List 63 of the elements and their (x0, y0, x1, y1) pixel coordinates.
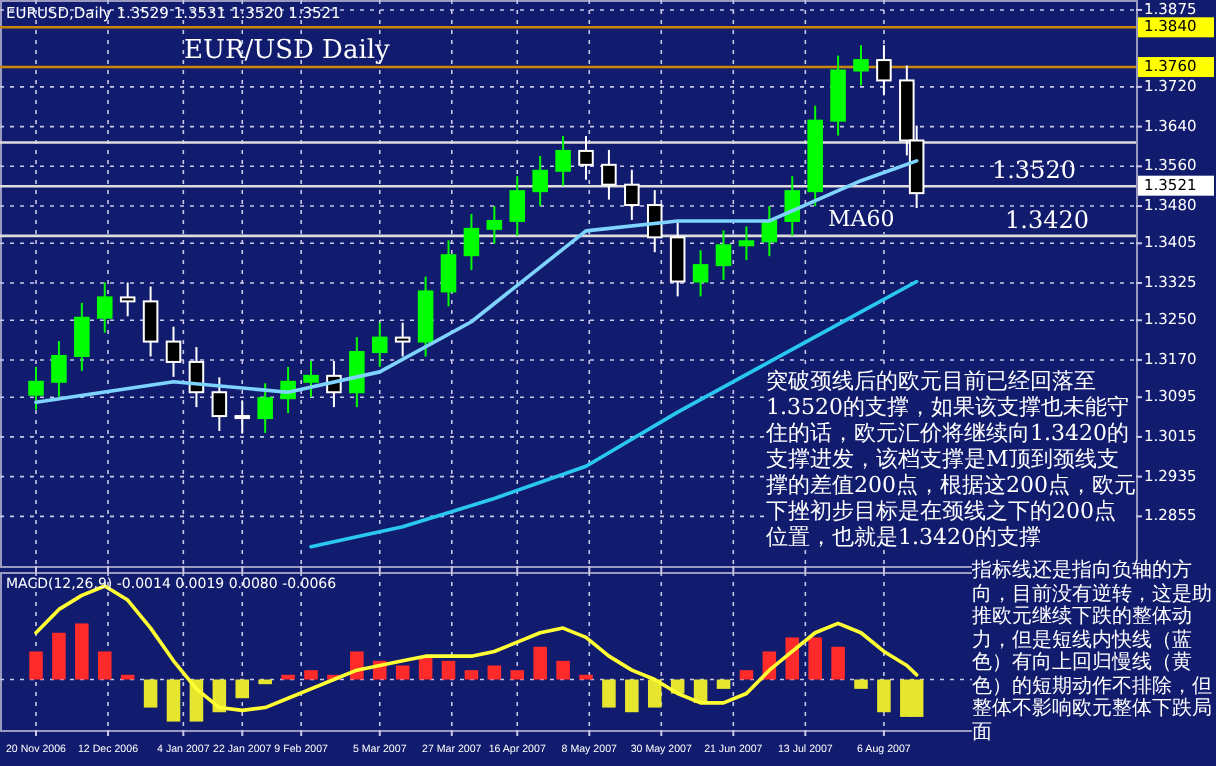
bar (647, 679, 662, 708)
candlestick (257, 382, 273, 434)
candlestick (738, 225, 755, 262)
bar (235, 679, 250, 699)
bar (120, 674, 135, 680)
candlestick (601, 148, 617, 201)
bar (625, 679, 639, 713)
candlestick (119, 281, 136, 318)
candlestick (28, 365, 44, 411)
candlestick (692, 249, 709, 298)
bar (716, 679, 731, 689)
candlestick (532, 154, 548, 208)
candlestick (142, 285, 159, 358)
candlestick (371, 321, 388, 368)
bar (602, 679, 616, 708)
bar (97, 651, 112, 680)
candlestick (463, 212, 480, 272)
bar (304, 670, 318, 680)
bar (579, 674, 593, 680)
bar (831, 646, 845, 680)
bar (739, 670, 754, 680)
annotation: 1.3520 (991, 156, 1076, 185)
candlestick (509, 175, 526, 237)
bar (464, 670, 479, 680)
bar (281, 674, 295, 680)
candlestick (349, 336, 365, 409)
bar (487, 665, 502, 680)
candlestick (51, 340, 67, 398)
candlestick (555, 135, 571, 187)
bar (877, 679, 891, 713)
bar (510, 670, 525, 680)
bar (166, 679, 181, 722)
annotation: 突破颈线后的欧元目前已经回落至1.3520的支撑，如果该支撑也未能守住的话，欧元汇价将继续向1.3420的支撑进发，该档支撑是M顶到颈线支撑的差值200点，根据这200点，欧元下挫初步目标是在颈线之下的200点位置，也就是1.3420的支撑 (766, 368, 1136, 550)
text: EUR/USD Daily (184, 36, 392, 66)
candlestick (96, 281, 113, 334)
bar (52, 632, 66, 680)
bar (441, 660, 456, 680)
bar (854, 679, 868, 689)
bar (29, 651, 43, 680)
candlestick (669, 221, 686, 298)
candlestick (624, 168, 640, 221)
candlestick (234, 400, 251, 434)
candlestick (876, 44, 892, 97)
bar (75, 623, 89, 680)
candlestick (486, 205, 503, 245)
candlestick (715, 229, 732, 282)
bar (556, 660, 570, 680)
candlestick (440, 239, 457, 308)
bar (533, 646, 547, 680)
bar (808, 637, 822, 680)
annotation: 指标线还是指向负轴的方向，目前没有逆转，这是助推欧元继续下跌的整体动力，但是短线内快线（蓝色）有向上回归慢线（黄色）的短期动作不排除，但整体不影响欧元整体下跌局面 (972, 560, 1214, 744)
annotation: 1.3420 (1005, 205, 1090, 234)
bar (143, 679, 158, 708)
candlestick (578, 135, 594, 181)
candlestick (303, 359, 319, 398)
candlestick (646, 189, 663, 254)
annotation: MA60 (828, 206, 896, 232)
candlestick (394, 321, 411, 358)
candlestick (165, 325, 182, 378)
candlestick (74, 301, 90, 372)
candlestick (853, 44, 869, 87)
bar (395, 665, 410, 680)
candlestick (211, 376, 228, 432)
